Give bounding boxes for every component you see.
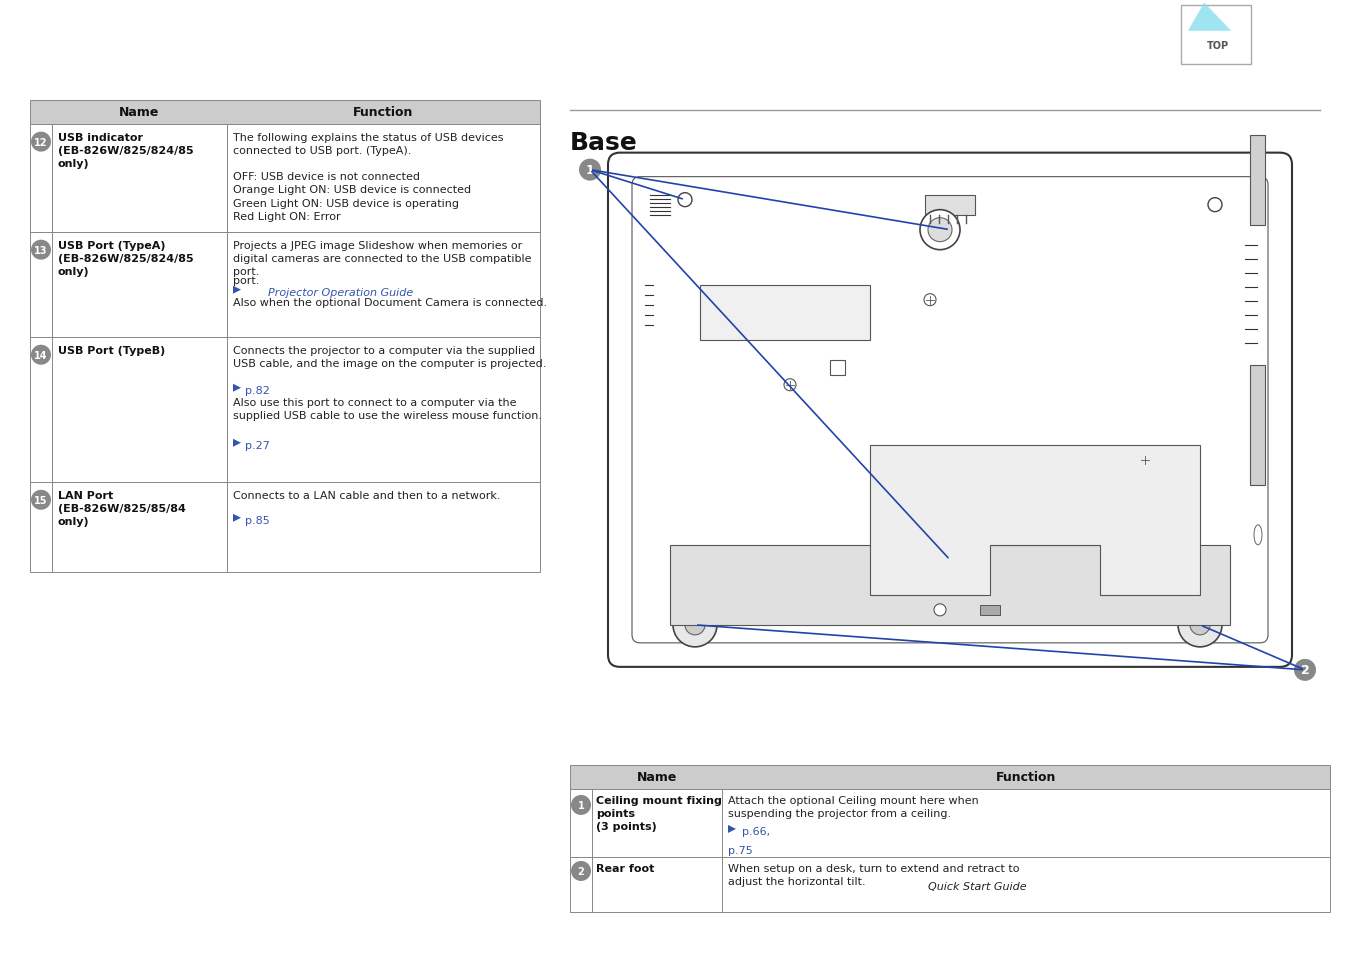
Text: 2: 2 bbox=[1300, 663, 1310, 677]
Circle shape bbox=[1189, 616, 1210, 636]
Circle shape bbox=[940, 550, 960, 570]
Bar bbox=[830, 360, 845, 375]
Polygon shape bbox=[1188, 4, 1231, 31]
Text: 11: 11 bbox=[1299, 27, 1320, 44]
Bar bbox=[1250, 135, 1265, 226]
Text: 15: 15 bbox=[34, 496, 47, 505]
Text: 14: 14 bbox=[34, 351, 47, 360]
Text: 1: 1 bbox=[578, 801, 585, 810]
Circle shape bbox=[684, 616, 705, 636]
Circle shape bbox=[1295, 659, 1316, 681]
Text: 12: 12 bbox=[34, 137, 47, 148]
Circle shape bbox=[31, 345, 51, 365]
Text: port.: port. bbox=[234, 275, 266, 285]
Text: Also when the optional Document Camera is connected.: Also when the optional Document Camera i… bbox=[234, 297, 547, 308]
Polygon shape bbox=[234, 515, 242, 522]
Text: Base: Base bbox=[570, 131, 637, 154]
Circle shape bbox=[571, 862, 591, 881]
FancyBboxPatch shape bbox=[608, 153, 1292, 667]
Text: Name: Name bbox=[119, 106, 159, 119]
Circle shape bbox=[923, 294, 936, 306]
FancyBboxPatch shape bbox=[1181, 6, 1251, 65]
Circle shape bbox=[579, 159, 601, 181]
Text: USB indicator
(EB-826W/825/824/85
only): USB indicator (EB-826W/825/824/85 only) bbox=[58, 132, 193, 169]
Text: Function: Function bbox=[354, 106, 413, 119]
Text: The following explains the status of USB devices
connected to USB port. (TypeA).: The following explains the status of USB… bbox=[234, 132, 504, 222]
Text: USB Port (TypeA)
(EB-826W/825/824/85
only): USB Port (TypeA) (EB-826W/825/824/85 onl… bbox=[58, 240, 193, 276]
Ellipse shape bbox=[1254, 525, 1262, 545]
Text: Rear foot: Rear foot bbox=[595, 863, 655, 873]
Bar bbox=[980, 605, 1000, 616]
Text: Part Names and Functions: Part Names and Functions bbox=[30, 27, 294, 44]
Text: p.85: p.85 bbox=[244, 516, 270, 525]
Bar bbox=[670, 545, 1230, 625]
Text: Function: Function bbox=[996, 771, 1056, 783]
Text: Ceiling mount fixing
points
(3 points): Ceiling mount fixing points (3 points) bbox=[595, 795, 722, 831]
Circle shape bbox=[1139, 455, 1152, 466]
Circle shape bbox=[31, 132, 51, 152]
Text: TOP: TOP bbox=[1207, 41, 1228, 51]
Circle shape bbox=[31, 490, 51, 510]
Bar bbox=[570, 765, 1330, 789]
Circle shape bbox=[710, 576, 730, 596]
Bar bbox=[570, 789, 1330, 857]
Text: 1: 1 bbox=[586, 164, 594, 177]
Bar bbox=[925, 195, 975, 215]
Circle shape bbox=[784, 379, 796, 392]
Circle shape bbox=[716, 580, 725, 590]
Circle shape bbox=[927, 218, 952, 242]
Text: Name: Name bbox=[637, 771, 678, 783]
Circle shape bbox=[919, 211, 960, 251]
Circle shape bbox=[1165, 580, 1185, 600]
Bar bbox=[30, 233, 540, 337]
Text: Attach the optional Ceiling mount here when
suspending the projector from a ceil: Attach the optional Ceiling mount here w… bbox=[728, 795, 979, 819]
Bar bbox=[30, 482, 540, 572]
Bar bbox=[1250, 365, 1265, 485]
Polygon shape bbox=[234, 384, 242, 393]
Circle shape bbox=[31, 240, 51, 260]
Text: USB Port (TypeB): USB Port (TypeB) bbox=[58, 345, 165, 355]
Text: Connects to a LAN cable and then to a network.: Connects to a LAN cable and then to a ne… bbox=[234, 490, 501, 500]
Text: LAN Port
(EB-826W/825/85/84
only): LAN Port (EB-826W/825/85/84 only) bbox=[58, 490, 186, 527]
Bar bbox=[30, 337, 540, 482]
Polygon shape bbox=[728, 825, 736, 833]
Circle shape bbox=[1170, 585, 1180, 596]
Bar bbox=[30, 125, 540, 233]
Text: Projects a JPEG image Slideshow when memories or
digital cameras are connected t: Projects a JPEG image Slideshow when mem… bbox=[234, 240, 532, 276]
Text: 13: 13 bbox=[34, 246, 47, 255]
Text: Also use this port to connect to a computer via the
supplied USB cable to use th: Also use this port to connect to a compu… bbox=[234, 397, 541, 420]
Text: Projector Operation Guide: Projector Operation Guide bbox=[269, 288, 413, 297]
Circle shape bbox=[934, 604, 946, 617]
Text: p.82: p.82 bbox=[244, 385, 270, 395]
Circle shape bbox=[945, 556, 954, 565]
Text: Quick Start Guide: Quick Start Guide bbox=[927, 881, 1026, 891]
Bar bbox=[570, 857, 1330, 912]
Text: p.75: p.75 bbox=[728, 845, 753, 855]
Circle shape bbox=[571, 795, 591, 815]
Circle shape bbox=[1179, 603, 1222, 647]
Polygon shape bbox=[234, 287, 242, 294]
Circle shape bbox=[1208, 198, 1222, 213]
Text: p.27: p.27 bbox=[244, 440, 270, 451]
Bar bbox=[701, 285, 869, 340]
Text: Connects the projector to a computer via the supplied
USB cable, and the image o: Connects the projector to a computer via… bbox=[234, 345, 547, 369]
Polygon shape bbox=[234, 439, 242, 447]
Circle shape bbox=[678, 193, 693, 208]
Bar bbox=[30, 100, 540, 125]
Polygon shape bbox=[869, 445, 1200, 596]
Text: 2: 2 bbox=[578, 866, 585, 876]
Text: When setup on a desk, turn to extend and retract to
adjust the horizontal tilt.: When setup on a desk, turn to extend and… bbox=[728, 863, 1019, 886]
Text: p.66,: p.66, bbox=[743, 826, 770, 836]
Circle shape bbox=[674, 603, 717, 647]
